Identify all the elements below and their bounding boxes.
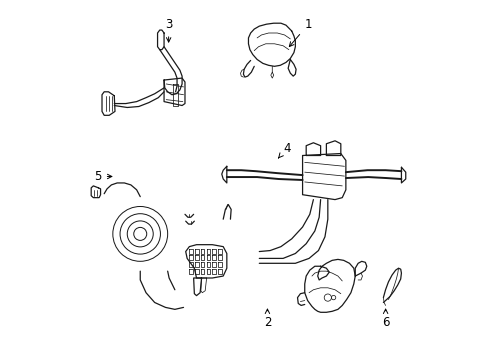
Text: 3: 3 [164,18,172,42]
Text: 6: 6 [381,309,388,329]
Text: 1: 1 [289,18,311,46]
Text: 2: 2 [263,309,271,329]
Text: 5: 5 [94,170,112,183]
Text: 4: 4 [278,142,290,158]
